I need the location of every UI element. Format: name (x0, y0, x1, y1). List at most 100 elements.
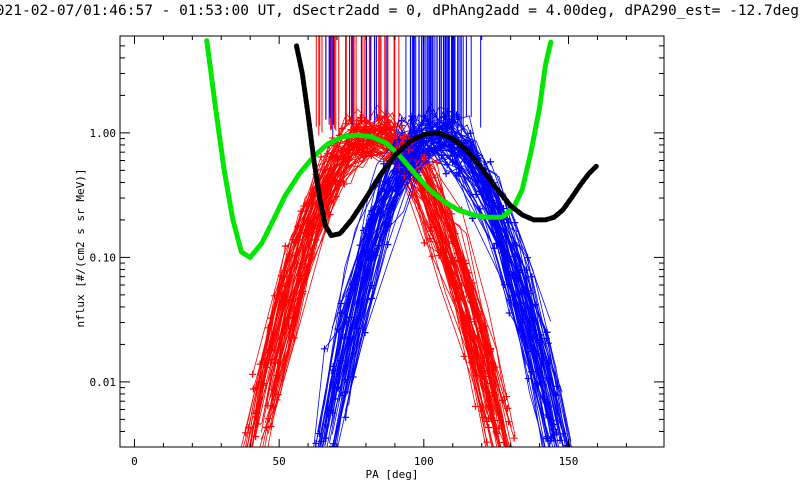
data-point (305, 229, 313, 237)
data-point (470, 318, 478, 326)
data-point (487, 402, 495, 410)
data-point (560, 471, 567, 478)
data-point (483, 380, 491, 388)
data-point (484, 191, 492, 199)
data-point (243, 452, 250, 459)
data-point (420, 112, 428, 120)
data-point (442, 170, 450, 178)
data-point (337, 300, 345, 308)
data-point (260, 380, 268, 388)
data-point (497, 463, 504, 470)
data-point (342, 413, 350, 421)
data-point (274, 371, 282, 379)
data-point (472, 343, 480, 351)
data-point (559, 430, 567, 438)
data-point (415, 147, 423, 155)
data-point (395, 163, 403, 171)
trace-line (334, 131, 562, 447)
data-point (530, 347, 538, 355)
data-point (431, 148, 439, 156)
data-point (455, 258, 463, 266)
data-point (488, 203, 496, 211)
data-point (543, 433, 551, 441)
data-point (334, 155, 342, 163)
data-point (281, 242, 289, 250)
data-point (448, 270, 456, 278)
data-point (380, 112, 388, 120)
data-point (454, 151, 462, 159)
data-point (382, 126, 390, 134)
data-point (280, 328, 288, 336)
data-point (457, 282, 465, 290)
data-point (436, 144, 444, 152)
data-point (268, 355, 276, 363)
trace-line (251, 137, 496, 447)
data-point (300, 230, 308, 238)
data-point (516, 269, 524, 277)
data-point (338, 147, 345, 155)
data-point (303, 263, 311, 271)
data-point (478, 407, 486, 415)
data-point (382, 155, 390, 163)
data-point (481, 322, 489, 330)
data-point (510, 434, 518, 442)
data-point (562, 444, 564, 447)
data-point (326, 211, 334, 219)
data-point (472, 402, 480, 410)
data-point (353, 140, 361, 148)
data-point (456, 165, 464, 173)
data-point (351, 281, 359, 289)
data-point (437, 139, 445, 147)
data-point (382, 186, 390, 194)
data-point (294, 236, 302, 244)
data-point (368, 207, 376, 215)
data-point (553, 382, 561, 390)
data-point (394, 188, 402, 196)
data-point (330, 440, 338, 447)
data-point (485, 424, 493, 432)
data-point (361, 116, 369, 124)
data-point (408, 191, 416, 199)
data-point (438, 152, 446, 160)
data-point (468, 279, 476, 287)
y-tick-label: 1.00 (90, 127, 117, 140)
data-point (363, 232, 371, 240)
data-point (502, 393, 510, 401)
data-point (428, 215, 436, 223)
data-point (444, 108, 452, 116)
data-point (426, 235, 434, 243)
data-point (441, 209, 449, 217)
data-point (345, 292, 353, 300)
data-point (396, 179, 404, 187)
data-point (385, 177, 393, 185)
data-point (523, 266, 531, 274)
data-point (364, 234, 372, 242)
data-point (530, 326, 538, 334)
data-point (514, 275, 522, 283)
data-point (375, 242, 383, 250)
data-point (352, 150, 360, 158)
data-point (355, 145, 363, 153)
data-point (504, 404, 512, 412)
data-point (285, 250, 293, 258)
data-point (415, 143, 423, 151)
data-point (311, 222, 319, 230)
data-point (513, 242, 521, 250)
green-model-curve (204, 38, 554, 260)
data-point (393, 168, 401, 176)
data-point (435, 252, 443, 260)
data-point (556, 436, 564, 444)
data-point (511, 219, 519, 227)
data-point (331, 395, 339, 403)
data-point (309, 244, 317, 252)
data-point (352, 141, 360, 149)
data-point (290, 313, 298, 321)
data-point (460, 256, 468, 264)
data-layer (204, 36, 600, 478)
data-point (338, 125, 346, 133)
data-point (273, 396, 281, 404)
x-tick-label: 100 (414, 455, 434, 468)
data-point (251, 409, 259, 417)
data-point (506, 458, 513, 465)
data-point (451, 230, 459, 238)
